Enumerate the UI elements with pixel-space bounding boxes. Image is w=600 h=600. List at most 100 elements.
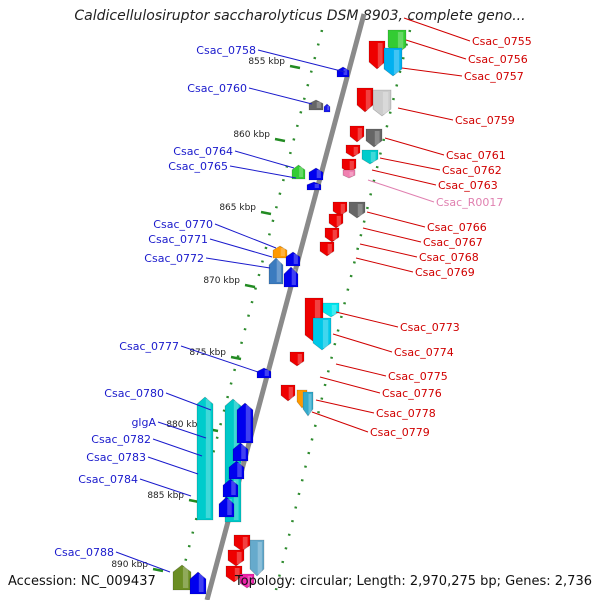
gene-block[interactable] [361, 149, 379, 165]
gene-block[interactable] [227, 549, 245, 567]
right-label-leader [366, 211, 426, 228]
left-gene-label[interactable]: glgA [131, 416, 156, 429]
right-gene-label[interactable]: Csac_0776 [382, 387, 442, 400]
gene-shade [276, 260, 281, 282]
gene-block[interactable] [328, 213, 344, 229]
gene-block[interactable] [272, 245, 288, 259]
gene-block[interactable] [225, 565, 243, 583]
gene-block[interactable] [249, 539, 265, 577]
gene-block[interactable] [368, 40, 386, 70]
gene-block[interactable] [232, 442, 249, 462]
right-label-leader [401, 67, 463, 77]
right-gene-label[interactable]: Csac_0775 [388, 370, 448, 383]
left-gene-label[interactable]: Csac_0760 [187, 82, 247, 95]
left-label-leader [214, 223, 277, 249]
gene-shade [377, 43, 383, 67]
gene-block[interactable] [268, 257, 284, 285]
gene-block[interactable] [383, 47, 403, 77]
gene-block[interactable] [345, 144, 361, 158]
right-label-leader [315, 399, 375, 414]
right-gene-label[interactable]: Csac_0756 [468, 53, 528, 66]
gene-block[interactable] [239, 573, 255, 589]
right-gene-label[interactable]: Csac_0778 [376, 407, 436, 420]
gene-block[interactable] [348, 201, 366, 219]
gene-block[interactable] [196, 396, 214, 521]
right-label-leader [362, 227, 422, 243]
left-gene-label[interactable]: Csac_0765 [168, 160, 228, 173]
gene-block[interactable] [218, 496, 235, 518]
right-gene-label[interactable]: Csac_0755 [472, 35, 532, 48]
gene-shade [343, 69, 348, 75]
gene-block[interactable] [280, 384, 296, 402]
left-label-leader [229, 165, 297, 179]
gene-shade [293, 254, 298, 264]
gene-block[interactable] [189, 571, 207, 595]
gene-block[interactable] [256, 367, 272, 379]
gene-block[interactable] [233, 534, 251, 552]
gene-shade [327, 106, 330, 110]
gene-block[interactable] [285, 251, 301, 267]
right-gene-label[interactable]: Csac_0763 [438, 179, 498, 192]
gene-block[interactable] [308, 99, 324, 111]
gene-shade [205, 399, 211, 518]
gene-block[interactable] [342, 169, 356, 179]
gene-shade [332, 230, 337, 240]
kbp-tick-label: 880 kbp [166, 420, 203, 430]
left-gene-label[interactable]: Csac_0777 [119, 340, 179, 353]
right-gene-label[interactable]: Csac_0779 [370, 426, 430, 439]
gene-block[interactable] [312, 317, 332, 351]
gene-block[interactable] [306, 181, 322, 191]
left-label-leader [152, 438, 203, 457]
gene-block[interactable] [332, 201, 348, 217]
left-gene-label[interactable]: Csac_0772 [144, 252, 204, 265]
right-label-leader [355, 257, 414, 273]
right-gene-label[interactable]: Csac_0766 [427, 221, 487, 234]
gene-block[interactable] [319, 241, 335, 257]
gene-block[interactable] [283, 266, 299, 288]
left-gene-label[interactable]: Csac_0764 [173, 145, 233, 158]
gene-block[interactable] [323, 103, 331, 113]
gene-block[interactable] [222, 478, 239, 498]
gene-block[interactable] [349, 125, 365, 143]
gene-block[interactable] [324, 227, 340, 243]
right-gene-label[interactable]: Csac_0773 [400, 321, 460, 334]
right-gene-label[interactable]: Csac_0768 [419, 251, 479, 264]
left-gene-label[interactable]: Csac_0770 [153, 218, 213, 231]
gene-block[interactable] [302, 391, 314, 417]
kbp-tick-mark [260, 210, 272, 216]
rna-gene-label[interactable]: Csac_R0017 [436, 196, 503, 209]
left-label-leader [139, 478, 192, 497]
left-gene-label[interactable]: Csac_0758 [196, 44, 256, 57]
left-gene-label[interactable]: Csac_0788 [54, 546, 114, 559]
gene-block[interactable] [172, 564, 192, 591]
kbp-tick-label: 865 kbp [219, 203, 256, 213]
gene-block[interactable] [228, 460, 245, 480]
right-gene-label[interactable]: Csac_0769 [415, 266, 475, 279]
gene-block[interactable] [289, 351, 305, 367]
right-gene-label[interactable]: Csac_0759 [455, 114, 515, 127]
gene-block[interactable] [365, 128, 383, 148]
right-label-leader [379, 157, 441, 171]
kbp-tick-mark [230, 355, 242, 361]
gene-block[interactable] [356, 87, 374, 113]
gene-block[interactable] [322, 302, 340, 318]
right-gene-label[interactable]: Csac_0767 [423, 236, 483, 249]
gene-shade [242, 537, 248, 549]
left-gene-label[interactable]: Csac_0771 [148, 233, 208, 246]
left-gene-label[interactable]: Csac_0784 [78, 473, 138, 486]
gene-block[interactable] [236, 402, 254, 444]
gene-block[interactable] [308, 167, 324, 181]
right-label-leader [332, 333, 393, 353]
right-label-leader [335, 363, 387, 377]
right-gene-label[interactable]: Csac_0774 [394, 346, 454, 359]
right-gene-label[interactable]: Csac_0762 [442, 164, 502, 177]
left-gene-label[interactable]: Csac_0782 [91, 433, 151, 446]
right-gene-label[interactable]: Csac_0761 [446, 149, 506, 162]
gene-block[interactable] [372, 89, 392, 117]
left-label-leader [165, 392, 212, 411]
left-gene-label[interactable]: Csac_0780 [104, 387, 164, 400]
left-label-leader [115, 551, 171, 573]
right-gene-label[interactable]: Csac_0757 [464, 70, 524, 83]
left-gene-label[interactable]: Csac_0783 [86, 451, 146, 464]
gene-shade [397, 32, 404, 52]
